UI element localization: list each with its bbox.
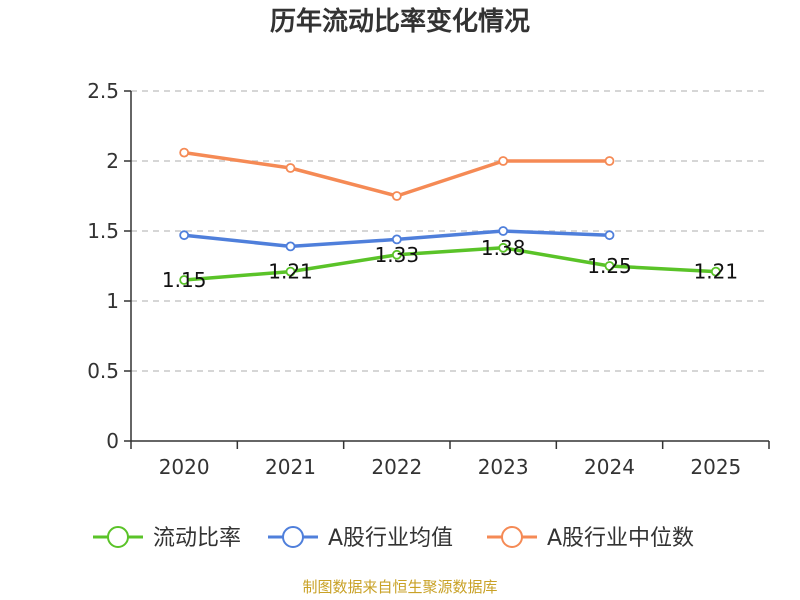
legend-item[interactable]: 流动比率	[93, 526, 241, 551]
legend-marker-icon	[282, 526, 304, 548]
legend: 流动比率 A股行业均值 A股行业中位数	[93, 526, 694, 551]
y-tick-label: 0.5	[87, 359, 119, 383]
axes: 0 0.5 1 1.5 2 2.5 2020 2021 2022 2023 2024 2025	[87, 79, 770, 479]
series-line	[182, 150, 612, 198]
series-point	[285, 163, 296, 173]
series-point	[285, 241, 296, 252]
series-point	[285, 266, 296, 277]
y-tick-label: 0	[106, 429, 119, 453]
legend-label: 流动比率	[153, 526, 241, 551]
grid-lines	[131, 90, 769, 372]
x-tick-label: 2020	[159, 455, 210, 479]
x-tick-label: 2025	[690, 455, 741, 479]
y-tick-label: 1.5	[87, 219, 119, 243]
x-tick-label: 2022	[371, 455, 422, 479]
series-point	[391, 249, 402, 260]
series-point	[710, 266, 721, 277]
data-label: 1.21	[694, 260, 739, 284]
x-tick-label: 2024	[584, 455, 635, 479]
series-point	[179, 147, 190, 158]
y-tick-label: 2	[106, 149, 119, 173]
series-point	[179, 275, 190, 285]
series-point	[604, 156, 615, 166]
data-label: 1.21	[268, 260, 313, 284]
legend-item[interactable]: A股行业中位数	[487, 526, 694, 551]
series-point	[179, 230, 190, 241]
series-point	[391, 234, 402, 245]
data-labels: 1.15 1.21 1.33 1.38 1.25 1.21	[162, 236, 738, 292]
series-line	[182, 246, 718, 282]
y-tick-label: 1	[106, 289, 119, 313]
data-label: 1.25	[587, 254, 632, 278]
series-point	[498, 156, 509, 166]
data-label: 1.33	[375, 243, 420, 267]
series-point	[498, 242, 509, 253]
source-note: 制图数据来自恒生聚源数据库	[302, 578, 498, 596]
x-tick-label: 2023	[478, 455, 529, 479]
legend-marker-icon	[501, 526, 523, 548]
y-tick-label: 2.5	[87, 79, 119, 103]
x-tick-label: 2021	[265, 455, 316, 479]
legend-label: A股行业均值	[328, 526, 453, 551]
series-lines	[179, 147, 721, 285]
series-point	[604, 261, 615, 271]
chart-title: 历年流动比率变化情况	[269, 7, 530, 37]
legend-marker-icon	[107, 526, 129, 548]
data-label: 1.15	[162, 268, 207, 292]
series-point	[604, 230, 615, 241]
series-point	[391, 191, 402, 201]
legend-item[interactable]: A股行业均值	[268, 526, 453, 551]
legend-label: A股行业中位数	[547, 526, 694, 551]
data-label: 1.38	[481, 236, 526, 260]
series-point	[498, 226, 509, 236]
